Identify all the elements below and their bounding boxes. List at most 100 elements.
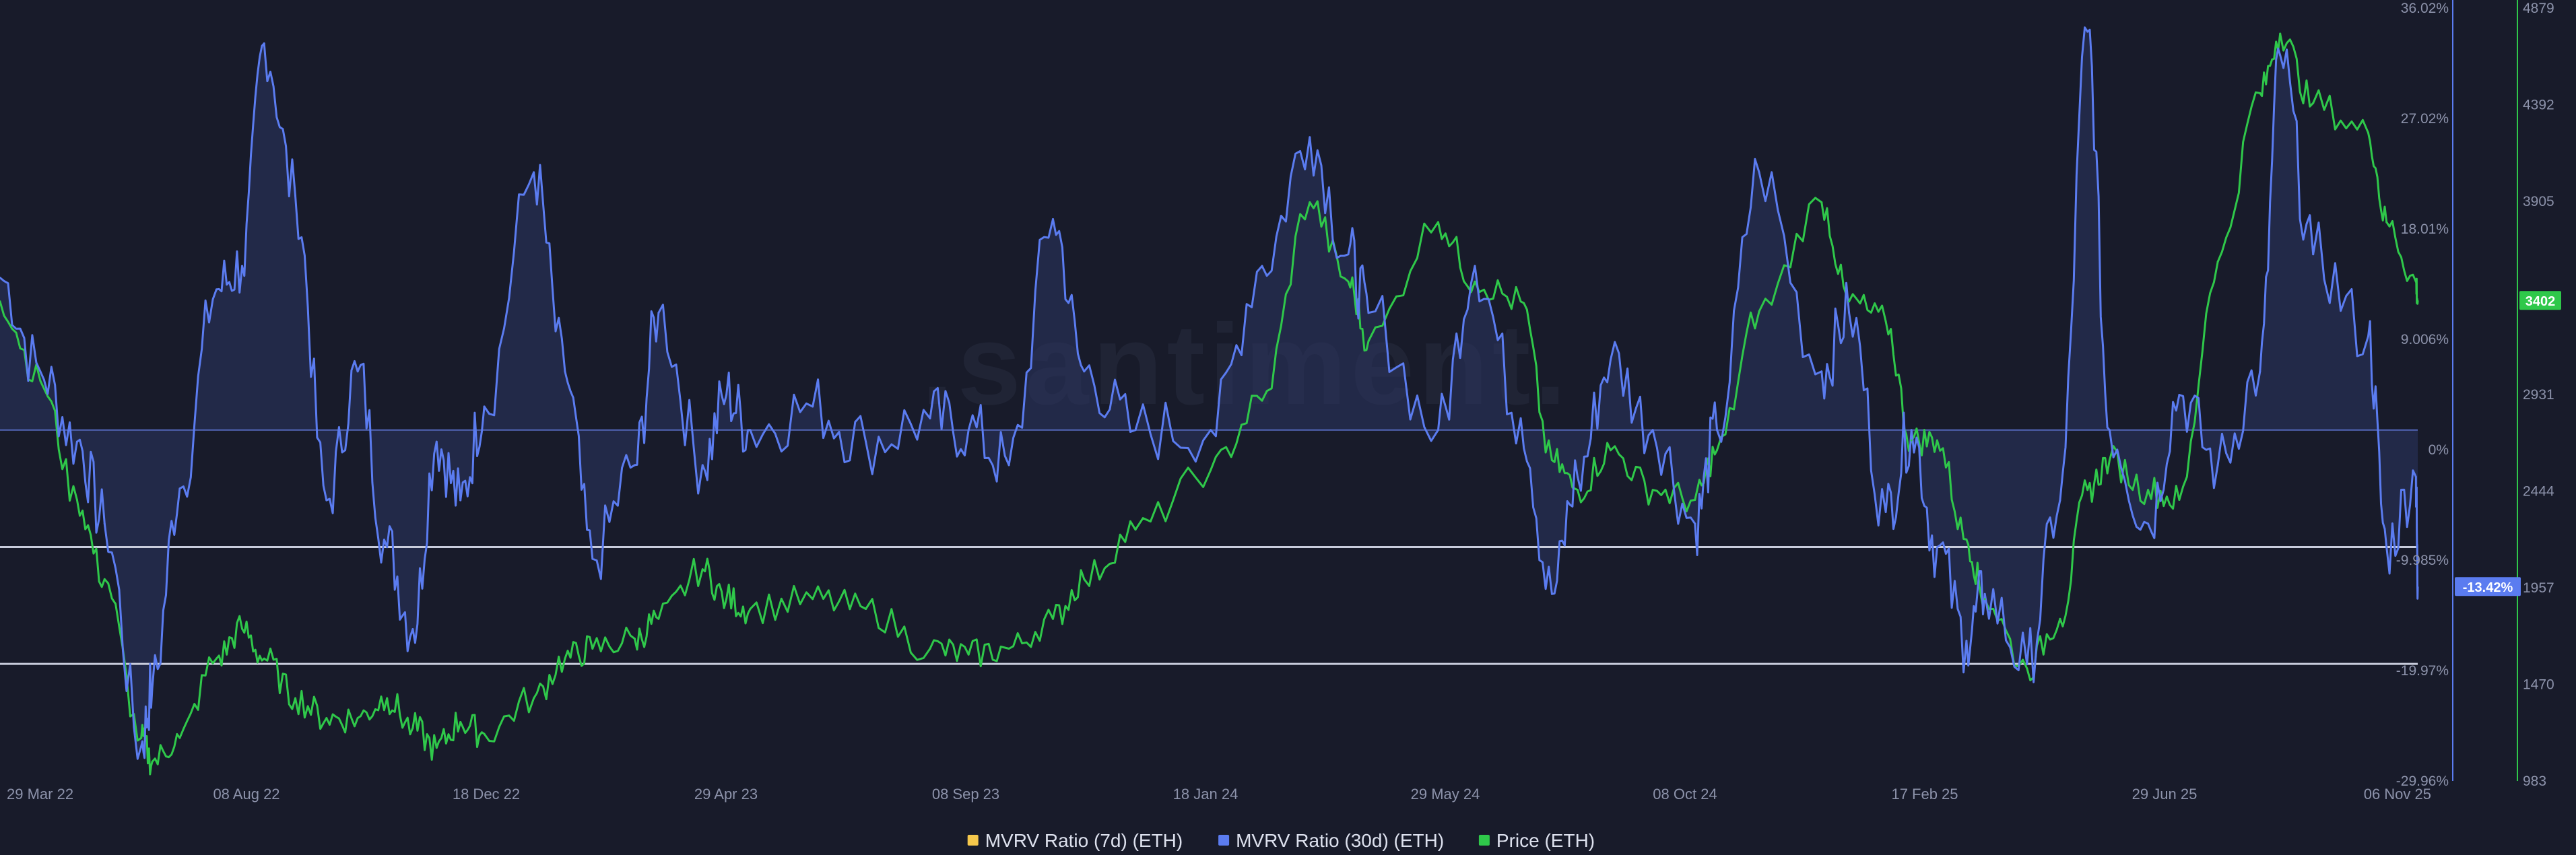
mvrv-30d-point xyxy=(1347,253,1350,256)
mvrv-30d-point xyxy=(2108,429,2111,432)
mvrv-30d-point xyxy=(1134,429,1137,432)
mvrv-30d-point xyxy=(2216,464,2219,467)
mvrv-30d-point xyxy=(178,487,181,490)
legend-item[interactable]: Price (ETH) xyxy=(1478,830,1595,851)
mvrv-30d-point xyxy=(2312,253,2315,256)
price-point xyxy=(215,657,218,660)
right-axis-tick-label: 3905 xyxy=(2523,194,2554,209)
mvrv-30d-point xyxy=(1367,312,1370,314)
left-axis-tick-label: -9.985% xyxy=(2396,553,2449,568)
mvrv-30d-point xyxy=(241,265,244,267)
mvrv-current-badge: -13.42% xyxy=(2455,577,2521,596)
mvrv-30d-point xyxy=(103,522,106,525)
mvrv-30d-point xyxy=(1051,218,1054,221)
price-point xyxy=(1367,340,1370,343)
price-point xyxy=(1651,489,1654,491)
price-point xyxy=(151,760,154,763)
x-axis-tick-label: 29 Jun 25 xyxy=(2132,786,2198,802)
left-axis-tick-label: 9.006% xyxy=(2401,332,2449,347)
x-axis-tick-label: 18 Dec 22 xyxy=(453,786,520,802)
mvrv-30d-point xyxy=(1715,429,1718,432)
price-point xyxy=(435,747,438,749)
price-point xyxy=(1936,439,1938,442)
price-point xyxy=(1884,320,1887,322)
mvrv-30d-point xyxy=(865,440,867,443)
price-point xyxy=(2367,131,2369,134)
mvrv-30d-point xyxy=(483,405,486,408)
legend-swatch xyxy=(967,835,979,846)
price-point xyxy=(263,657,265,660)
price-point xyxy=(1519,300,1522,303)
price-point xyxy=(2385,221,2388,224)
mvrv-30d-point xyxy=(2259,370,2261,373)
x-axis-tick-label: 18 Jan 24 xyxy=(1173,786,1239,802)
price-point xyxy=(294,697,297,699)
legend-item[interactable]: MVRV Ratio (7d) (ETH) xyxy=(967,830,1183,851)
x-axis-tick-label: 08 Oct 24 xyxy=(1653,786,1717,802)
left-axis-tick-label: 0% xyxy=(2429,442,2449,458)
x-axis-tick-label: 29 Mar 22 xyxy=(7,786,73,802)
price-point xyxy=(1576,489,1579,491)
price-point xyxy=(967,653,970,656)
axes: 36.02% 27.02% 18.01% 9.006% 0% -9.985% -19.97%… xyxy=(7,0,2561,802)
mvrv-30d-point xyxy=(1758,171,1760,174)
mvrv-30d-point xyxy=(2026,663,2028,666)
price-point xyxy=(1965,538,1968,541)
price-point xyxy=(749,608,752,611)
mvrv-30d-point xyxy=(967,429,970,432)
mvrv-30d-point xyxy=(2414,475,2417,478)
mvrv-30d-point xyxy=(929,417,931,419)
price-point xyxy=(39,380,42,382)
price-point xyxy=(1474,280,1476,283)
left-axis-tick-label: -29.96% xyxy=(2396,774,2449,789)
mvrv-30d-point xyxy=(411,628,414,631)
left-axis-tick-label: 27.02% xyxy=(2401,111,2449,127)
legend-label: MVRV Ratio (7d) (ETH) xyxy=(985,830,1183,851)
mvrv-30d-point xyxy=(1576,475,1579,478)
price-point xyxy=(241,627,244,630)
price-point xyxy=(2086,489,2089,491)
price-point xyxy=(2216,261,2219,263)
price-point xyxy=(483,732,486,735)
price-point xyxy=(1715,449,1718,452)
price-point xyxy=(2147,489,2150,491)
price-point xyxy=(701,568,704,571)
mvrv-30d-point xyxy=(2086,30,2089,33)
price-point xyxy=(591,647,594,650)
price-current-badge-text: 3402 xyxy=(2525,294,2556,309)
legend-label: MVRV Ratio (30d) (ETH) xyxy=(1236,830,1444,851)
price-point xyxy=(0,300,1,303)
x-axis-tick-label: 29 Apr 23 xyxy=(694,786,758,802)
price-point xyxy=(1610,449,1612,452)
mvrv-30d-point xyxy=(1309,136,1311,139)
left-axis-tick-label: 36.02% xyxy=(2401,1,2449,16)
mvrv-30d-point xyxy=(1008,464,1010,467)
legend-item[interactable]: MVRV Ratio (30d) (ETH) xyxy=(1218,830,1444,851)
price-point xyxy=(1910,439,1913,442)
mvrv-30d-point xyxy=(459,499,462,502)
mvrv-30d-point xyxy=(1820,370,1823,373)
price-point xyxy=(2178,498,2181,501)
mvrv-30d-point xyxy=(2416,586,2419,588)
mvrv-30d-point xyxy=(591,557,594,560)
price-point xyxy=(725,598,728,601)
mvrv-30d-point xyxy=(1550,592,1553,595)
legend: MVRV Ratio (7d) (ETH) MVRV Ratio (30d) (E… xyxy=(967,830,1595,851)
mvrv-30d-point xyxy=(1261,265,1263,267)
mvrv-30d-point xyxy=(633,464,636,467)
legend-label: Price (ETH) xyxy=(1496,830,1595,851)
mvrv-30d-point xyxy=(140,745,143,747)
price-point xyxy=(633,638,636,640)
mvrv-current-badge-text: -13.42% xyxy=(2463,580,2513,595)
mvrv-30d-point xyxy=(533,171,535,174)
price-point xyxy=(1347,280,1350,283)
price-point xyxy=(2026,667,2028,670)
price-point xyxy=(1758,310,1760,313)
mvrv-30d-point xyxy=(701,464,704,467)
price-point xyxy=(564,657,566,660)
mvrv-30d-point xyxy=(2147,522,2150,525)
x-axis-tick-label: 06 Nov 25 xyxy=(2364,786,2431,802)
mvrv-30d-point xyxy=(151,687,154,689)
right-axis-tick-label: 1957 xyxy=(2523,580,2554,596)
mvrv-30d-point xyxy=(215,288,218,291)
